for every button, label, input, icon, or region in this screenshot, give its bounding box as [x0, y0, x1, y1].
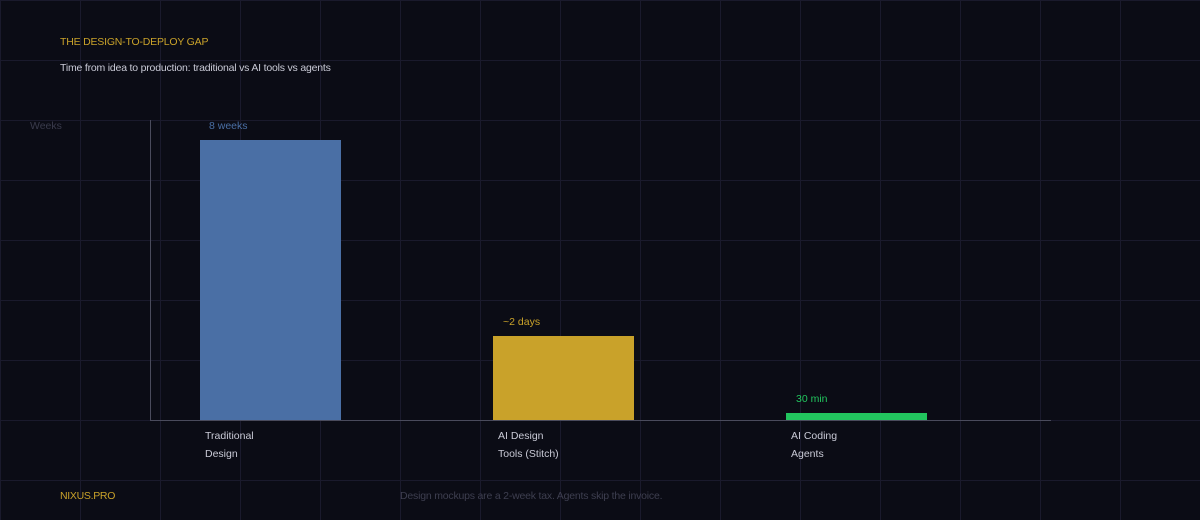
x-tick-label-line: AI Coding: [791, 430, 838, 442]
chart-title: THE DESIGN-TO-DEPLOY GAP: [60, 36, 209, 48]
x-tick-label-line: AI Design: [498, 430, 544, 442]
x-tick-label-line: Traditional: [205, 430, 254, 442]
bar-value-label-agents: 30 min: [796, 393, 828, 405]
x-tick-label-traditional: Traditional Design: [205, 427, 254, 463]
x-tick-label-line: Tools (Stitch): [498, 448, 559, 460]
bar-ai-coding-agents: [786, 413, 927, 420]
bar-value-label-ai-tools: ~2 days: [503, 316, 541, 328]
y-axis-line: [150, 120, 151, 420]
bar-value-label-traditional: 8 weeks: [209, 120, 248, 132]
footnote: Design mockups are a 2-week tax. Agents …: [400, 490, 663, 502]
x-tick-label-line: Design: [205, 448, 238, 460]
y-axis-label: Weeks: [30, 120, 62, 132]
x-tick-label-ai-tools: AI Design Tools (Stitch): [498, 427, 559, 463]
brand-label: NIXUS.PRO: [60, 490, 116, 502]
x-tick-label-agents: AI Coding Agents: [791, 427, 837, 463]
chart-subtitle: Time from idea to production: traditiona…: [60, 62, 331, 74]
bar-traditional-design: [200, 140, 341, 420]
bar-ai-design-tools: [493, 336, 634, 420]
x-axis-line: [150, 420, 1051, 421]
x-tick-label-line: Agents: [791, 448, 824, 460]
